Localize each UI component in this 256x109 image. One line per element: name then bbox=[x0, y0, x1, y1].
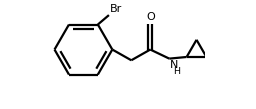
Text: H: H bbox=[173, 67, 180, 76]
Text: O: O bbox=[146, 12, 155, 22]
Text: N: N bbox=[170, 60, 178, 70]
Text: Br: Br bbox=[110, 4, 123, 14]
